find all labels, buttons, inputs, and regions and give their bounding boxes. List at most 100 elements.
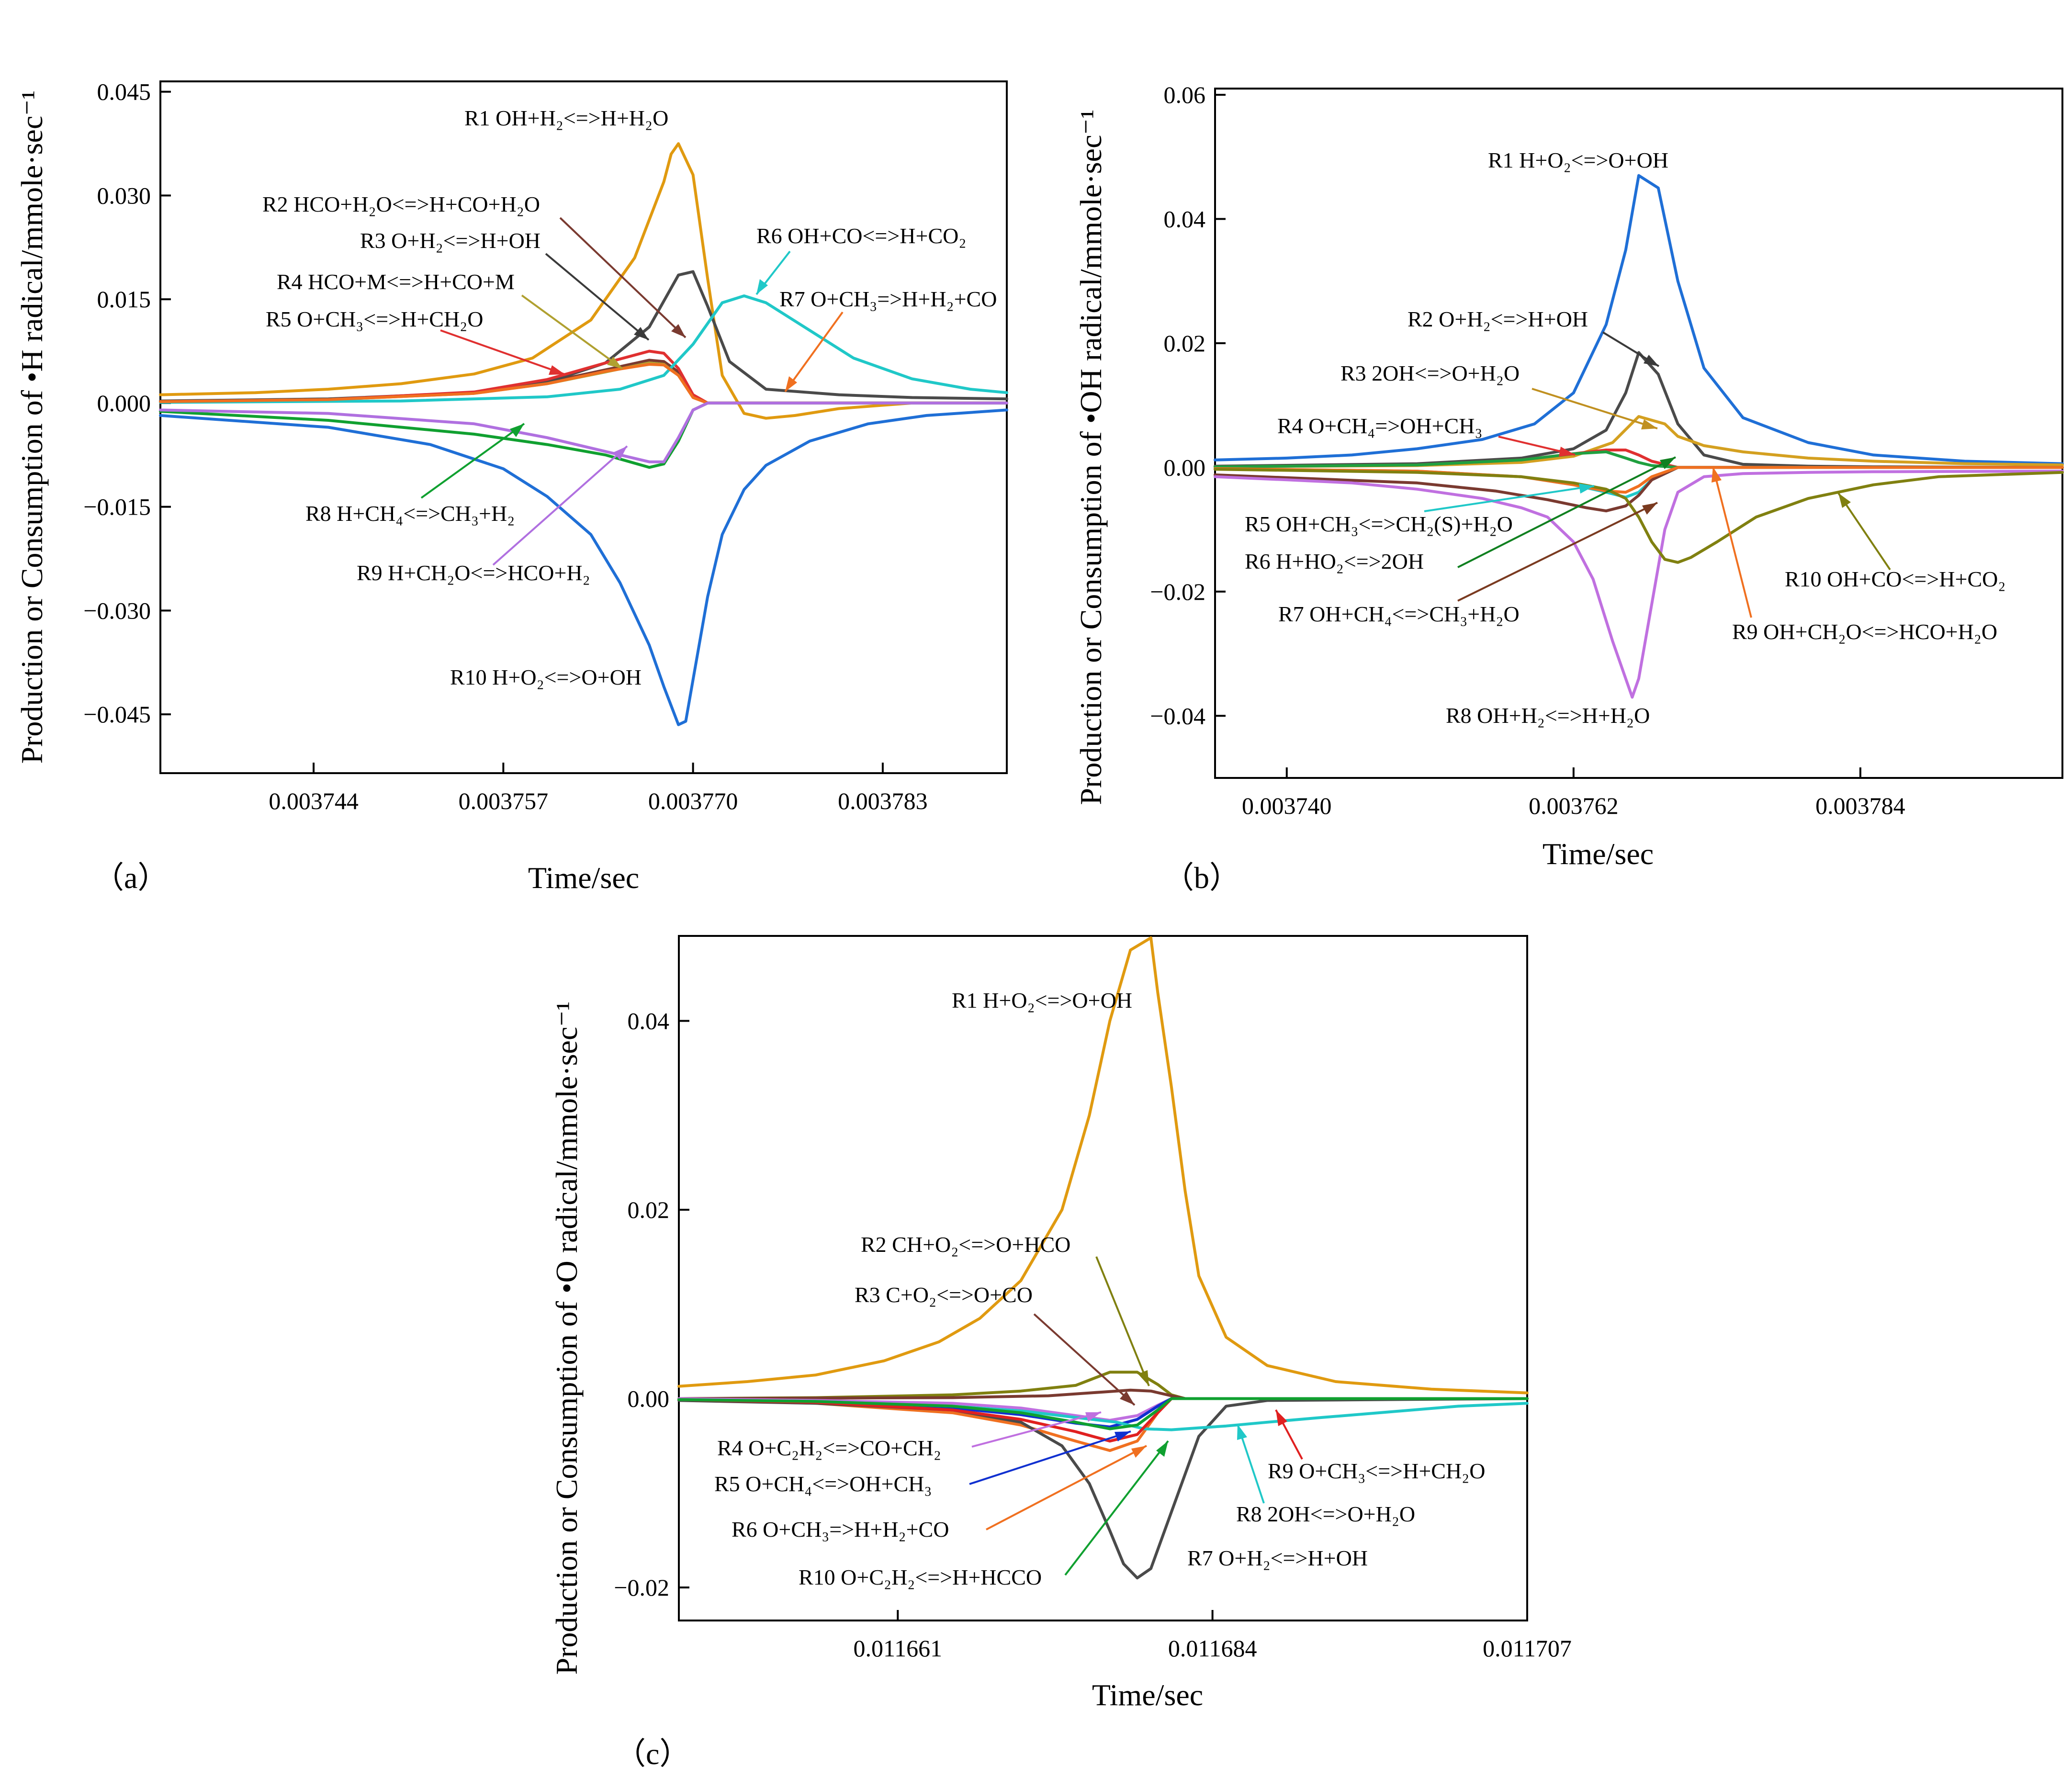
annotation-c-r8-arrowhead: [1237, 1424, 1247, 1440]
panel-c-y-tick-label: 0.04: [628, 1008, 670, 1035]
panel-b-x-axis-title: Time/sec: [1543, 837, 1654, 871]
annotation-c-r8: R8 2OH<=>O+H₂O: [1236, 1502, 1415, 1526]
annotation-c-r9: R9 O+CH₃<=>H+CH₂O: [1268, 1459, 1485, 1483]
panel-a-y-tick-label: −0.030: [83, 597, 151, 624]
panel-a-x-tick-label: 0.003757: [459, 788, 549, 814]
annotation-a-r1: R1 OH+H₂<=>H+H₂O: [464, 106, 668, 130]
panel-b-y-axis-title: Production or Consumption of •OH radical…: [1074, 110, 1108, 805]
annotation-a-r3-leader: [545, 253, 650, 341]
annotation-a-r10: R10 H+O₂<=>O+OH: [450, 665, 642, 689]
panel-a-series-group: [159, 142, 1008, 726]
annotation-b-r5-arrowhead: [1579, 484, 1594, 494]
panel-a-y-tick-label: 0.045: [97, 79, 151, 105]
annotation-c-r1: R1 H+O₂<=>O+OH: [952, 988, 1132, 1013]
panel-a-x-axis-title: Time/sec: [528, 861, 639, 895]
annotation-b-r4: R4 O+CH₄=>OH+CH₃: [1277, 414, 1483, 438]
panel-a-y-tick-label: 0.030: [97, 182, 151, 209]
annotation-b-r2-arrowhead: [1644, 355, 1659, 366]
annotation-c-r5-arrowhead: [1115, 1431, 1131, 1441]
panel-b-y-tick-label: −0.04: [1150, 702, 1205, 729]
panel-b-x-tick-label: 0.003740: [1242, 792, 1332, 819]
panel-c-x-tick-label: 0.011684: [1168, 1635, 1257, 1662]
panel-b-y-tick-label: 0.00: [1164, 454, 1206, 481]
panel-b-series-r3-line: [1214, 415, 2064, 469]
annotation-c-r3-leader: [1033, 1313, 1136, 1406]
annotation-c-r3-arrowhead: [1120, 1391, 1135, 1405]
panel-b-y-tick-label: 0.02: [1164, 330, 1206, 357]
panel-c-y-axis-title: Production or Consumption of •O radical/…: [550, 1002, 584, 1675]
annotation-b-r6: R6 H+HO₂<=>2OH: [1245, 549, 1424, 574]
annotation-b-r4-arrowhead: [1559, 447, 1575, 457]
panel-c-y-tick-label: 0.02: [628, 1196, 670, 1223]
annotation-a-r2: R2 HCO+H₂O<=>H+CO+H₂O: [262, 192, 540, 216]
panel-a-series-r10-line: [159, 408, 1008, 726]
panel-a-ticks: 0.003744 0.003757 0.003770 0.003783 0.045 0.0…: [83, 79, 927, 814]
panel-c-series-group: [677, 936, 1529, 1580]
annotation-c-r6-arrowhead: [1131, 1446, 1147, 1458]
annotation-a-r7-leader: [784, 311, 844, 393]
panel-c-series-r10-line: [677, 1397, 1529, 1430]
annotation-a-r4-arrowhead: [607, 357, 622, 369]
annotation-c-r9-arrowhead: [1276, 1410, 1287, 1426]
annotation-b-r10-arrowhead: [1838, 493, 1851, 508]
panel-a-x-tick-label: 0.003744: [269, 788, 359, 814]
panel-a-x-tick-label: 0.003783: [838, 788, 928, 814]
panel-c-x-tick-label: 0.011661: [853, 1635, 942, 1662]
panel-b-series-r10-line: [1214, 468, 2064, 564]
annotation-b-r3-arrowhead: [1641, 419, 1657, 429]
panel-a-series-r6-line: [159, 294, 1008, 404]
annotation-a-r9-leader: [492, 445, 628, 566]
annotation-b-r5-leader: [1424, 485, 1595, 512]
annotation-c-r2-leader: [1095, 1256, 1150, 1386]
panel-c-chart: 0.011661 0.011684 0.011707 0.04 0.02 0.00 −0.0…: [550, 935, 1572, 1771]
annotation-c-r10-arrowhead: [1156, 1441, 1168, 1457]
annotation-b-r9-arrowhead: [1712, 467, 1722, 483]
annotation-b-r9: R9 OH+CH₂O<=>HCO+H₂O: [1732, 619, 1997, 644]
annotation-a-r8-leader: [420, 423, 525, 499]
annotation-b-r5: R5 OH+CH₃<=>CH₂(S)+H₂O: [1245, 512, 1513, 536]
annotation-a-r2-arrowhead: [671, 324, 686, 338]
panel-a-series-r7-line: [159, 363, 1008, 405]
panel-a-series-r1-line: [159, 142, 1008, 420]
panel-b-series-r1-line: [1214, 174, 2064, 465]
annotation-a-r6: R6 OH+CO<=>H+CO₂: [756, 224, 966, 248]
panel-b-series-r8-line: [1214, 470, 2064, 699]
panel-b-label: （b）: [1163, 861, 1240, 895]
annotation-a-r5-arrowhead: [549, 365, 565, 375]
panel-b-x-tick-label: 0.003784: [1815, 792, 1905, 819]
annotation-c-r2-arrowhead: [1138, 1370, 1149, 1386]
panel-c-annotations: R1 H+O₂<=>O+OH R2 CH+O₂<=>O+HCO R3 C+O₂<…: [714, 988, 1485, 1589]
annotation-c-r5: R5 O+CH₄<=>OH+CH₃: [714, 1472, 932, 1496]
panel-a-chart: 0.003744 0.003757 0.003770 0.003783 0.045 0.0…: [15, 79, 1008, 895]
annotation-b-r8: R8 OH+H₂<=>H+H₂O: [1446, 703, 1650, 728]
panel-a-series-r9-line: [159, 401, 1008, 463]
panel-a-label: （a）: [93, 861, 168, 895]
panel-a-y-tick-label: 0.000: [97, 390, 151, 416]
panel-a-plot-frame: [159, 80, 1008, 774]
panel-c-y-tick-label: 0.00: [628, 1385, 670, 1412]
annotation-c-r4-leader: [971, 1411, 1102, 1448]
annotation-a-r3-arrowhead: [634, 327, 649, 340]
panel-c-x-axis-title: Time/sec: [1092, 1678, 1203, 1712]
annotation-b-r7-leader: [1457, 502, 1658, 602]
panel-b-annotations: R1 H+O₂<=>O+OH R2 O+H₂<=>H+OH R3 2OH<=>O…: [1245, 148, 2005, 728]
panel-c-series-r1-line: [677, 936, 1529, 1395]
annotation-a-r9: R9 H+CH₂O<=>HCO+H₂: [357, 561, 590, 585]
annotation-a-r4-leader: [521, 294, 623, 370]
panel-a-annotations: R1 OH+H₂<=>H+H₂O R2 HCO+H₂O<=>H+CO+H₂O R…: [262, 106, 997, 689]
annotation-a-r9-arrowhead: [613, 446, 627, 460]
annotation-c-r6: R6 O+CH₃=>H+H₂+CO: [732, 1517, 949, 1542]
panel-b-chart: 0.003740 0.003762 0.003784 0.06 0.04 0.02 0.00…: [1074, 81, 2064, 895]
annotation-a-r2-leader: [559, 217, 687, 338]
panel-a-x-tick-label: 0.003770: [648, 788, 738, 814]
annotation-c-r6-leader: [986, 1445, 1147, 1530]
annotation-b-r6-leader: [1457, 456, 1676, 568]
panel-b-series-r7-line: [1214, 466, 2064, 513]
annotation-b-r3: R3 2OH<=>O+H₂O: [1340, 361, 1520, 385]
panel-a-y-tick-label: 0.015: [97, 286, 151, 313]
annotation-b-r1: R1 H+O₂<=>O+OH: [1488, 148, 1668, 172]
annotation-b-r7-arrowhead: [1642, 503, 1657, 515]
annotation-a-r5: R5 O+CH₃<=>H+CH₂O: [266, 307, 483, 331]
annotation-c-r3: R3 C+O₂<=>O+CO: [855, 1283, 1033, 1307]
